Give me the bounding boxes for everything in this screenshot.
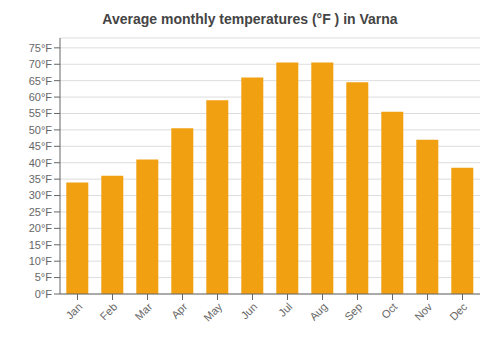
svg-text:Sep: Sep [342,300,364,322]
svg-text:10°F: 10°F [29,255,53,267]
svg-text:Jul: Jul [276,300,294,318]
svg-text:25°F: 25°F [29,206,53,218]
svg-text:50°F: 50°F [29,124,53,136]
svg-text:Jan: Jan [63,300,84,321]
svg-text:May: May [201,300,225,324]
svg-text:20°F: 20°F [29,222,53,234]
svg-text:70°F: 70°F [29,58,53,70]
svg-text:35°F: 35°F [29,173,53,185]
svg-text:0°F: 0°F [35,288,53,300]
svg-text:45°F: 45°F [29,140,53,152]
html-text:Average monthly temperatures (: Average monthly temperatures (°F ) in Va… [102,11,398,27]
svg-text:Mar: Mar [133,300,155,322]
svg-text:Oct: Oct [379,300,400,321]
svg-text:30°F: 30°F [29,189,53,201]
svg-text:55°F: 55°F [29,107,53,119]
svg-text:Feb: Feb [98,300,120,322]
svg-text:Nov: Nov [412,300,435,323]
svg-text:Aug: Aug [307,300,329,322]
svg-text:65°F: 65°F [29,75,53,87]
svg-text:75°F: 75°F [29,42,53,54]
svg-text:Jun: Jun [238,300,259,321]
svg-text:40°F: 40°F [29,157,53,169]
svg-text:Dec: Dec [447,300,470,323]
svg-text:5°F: 5°F [35,271,53,283]
svg-text:15°F: 15°F [29,239,53,251]
svg-text:60°F: 60°F [29,91,53,103]
svg-text:Apr: Apr [169,300,190,321]
